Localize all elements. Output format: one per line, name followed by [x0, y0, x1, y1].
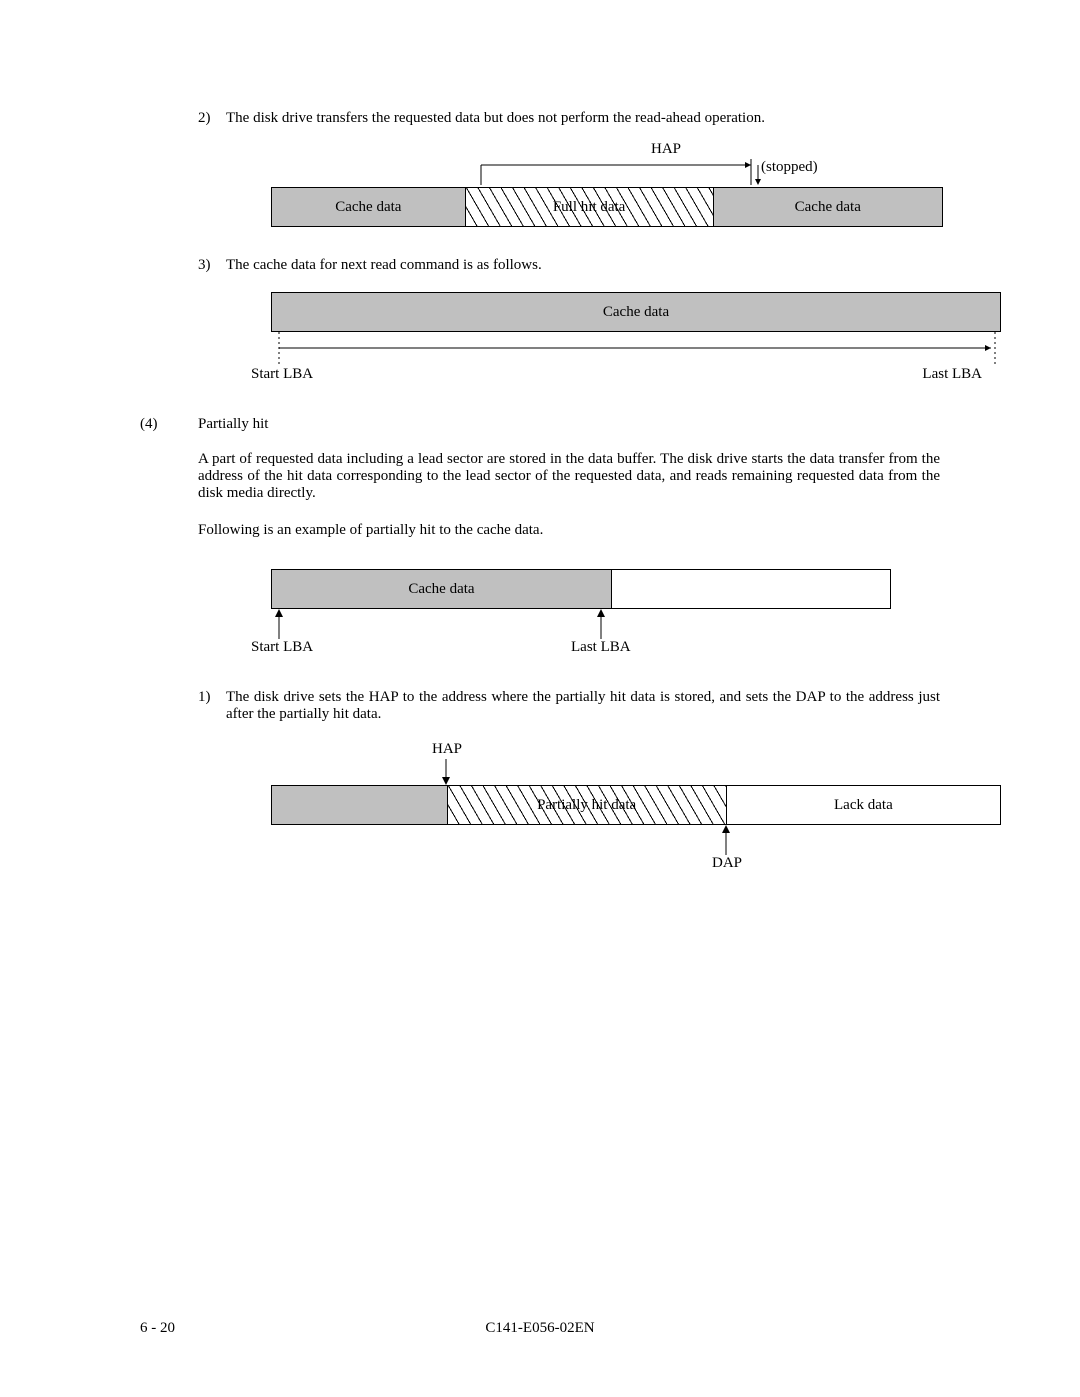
- page-footer: 6 - 20 C141-E056-02EN: [140, 1320, 940, 1337]
- item-number: 2): [198, 110, 226, 127]
- item-text: The cache data for next read command is …: [226, 257, 940, 274]
- item-number: 3): [198, 257, 226, 274]
- cache-cell: Cache data: [272, 570, 611, 608]
- item-text: The disk drive sets the HAP to the addre…: [226, 689, 940, 723]
- empty-cell: [611, 570, 890, 608]
- cache-wide-box: Cache data: [271, 292, 1001, 332]
- lack-data-cell: Lack data: [726, 786, 1000, 824]
- section-title: Partially hit: [198, 416, 940, 433]
- hap-dap-row: Partially hit data Lack data: [271, 785, 1001, 825]
- grey-cell: [272, 786, 447, 824]
- section-4-p1: A part of requested data including a lea…: [140, 451, 940, 502]
- section-4-p2: Following is an example of partially hit…: [140, 522, 940, 539]
- last-lba-label: Last LBA: [922, 366, 982, 383]
- full-hit-cell: Full hit data: [465, 188, 713, 226]
- item-text: The disk drive transfers the requested d…: [226, 110, 940, 127]
- bracket-arrow-svg: [271, 145, 1001, 187]
- lba-arrows-svg: [271, 609, 891, 643]
- diagram-hap-stopped: HAP (stopped) Cache data Full hit data: [213, 145, 943, 227]
- diagram-hap-dap: HAP Partially hit data Lack data DAP: [213, 741, 943, 873]
- start-lba-label: Start LBA: [251, 639, 313, 656]
- cache-row: Cache data Full hit data Cache data: [271, 187, 943, 227]
- document-page: 2) The disk drive transfers the requeste…: [0, 0, 1080, 1397]
- item-number: 1): [198, 689, 226, 723]
- partially-hit-cell: Partially hit data: [447, 786, 726, 824]
- page-number: 6 - 20: [140, 1320, 175, 1337]
- dap-arrow-svg: [271, 825, 1001, 873]
- section-number: (4): [140, 416, 198, 433]
- section-4-heading: (4) Partially hit: [140, 416, 940, 433]
- diagram-cache-full: Cache data Start LBA Last LBA: [213, 292, 958, 386]
- hap-arrow-svg: [271, 741, 1001, 785]
- last-lba-label: Last LBA: [571, 639, 631, 656]
- cache-cell-right: Cache data: [713, 188, 942, 226]
- list-item-2: 2) The disk drive transfers the requeste…: [140, 110, 940, 127]
- list-item-1b: 1) The disk drive sets the HAP to the ad…: [140, 689, 940, 723]
- start-lba-label: Start LBA: [251, 366, 313, 383]
- list-item-3: 3) The cache data for next read command …: [140, 257, 940, 274]
- cache-cell-left: Cache data: [272, 188, 465, 226]
- doc-id: C141-E056-02EN: [485, 1320, 594, 1337]
- dap-label: DAP: [712, 855, 742, 872]
- diagram-partial-cache: Cache data Start LBA Last LBA: [213, 569, 833, 659]
- partial-row: Cache data: [271, 569, 891, 609]
